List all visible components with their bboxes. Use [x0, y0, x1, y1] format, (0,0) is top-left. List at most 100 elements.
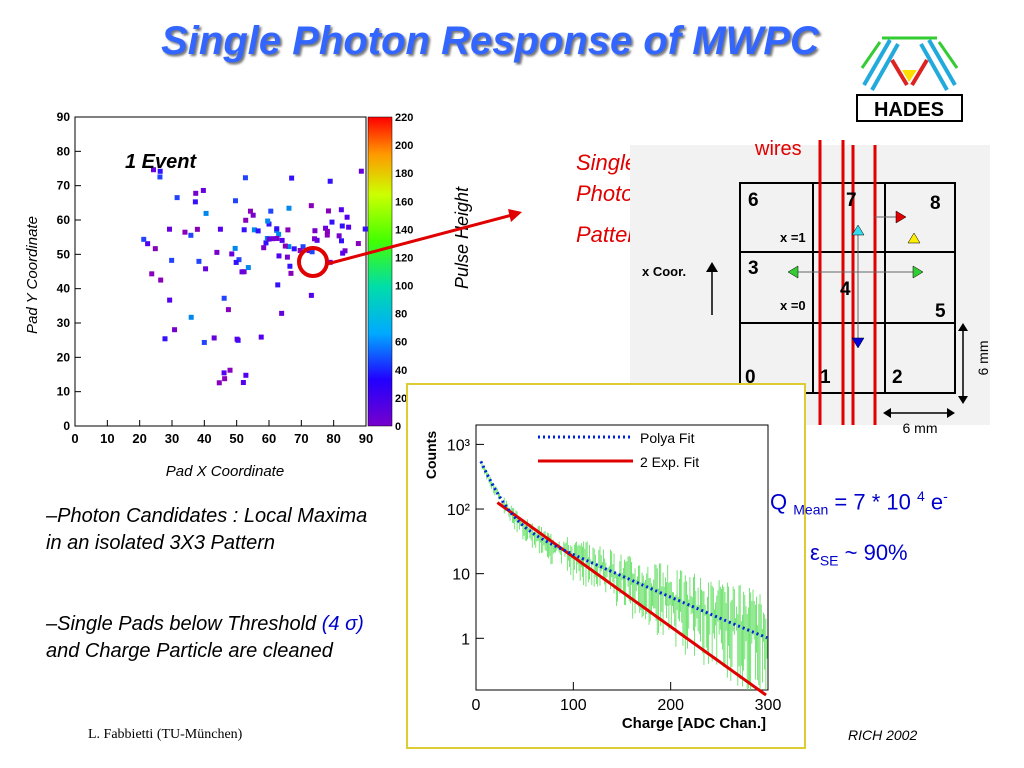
event-pixel — [211, 335, 217, 341]
event-pixel — [234, 336, 240, 342]
x1-label: x =1 — [780, 230, 806, 245]
event-pixel — [279, 237, 285, 243]
event-pixel — [203, 266, 209, 272]
event-pixel — [274, 235, 280, 241]
charge-x-tick: 0 — [472, 697, 481, 714]
pad-diagram: wires 6 7 8 3 4 5 0 1 2 x =1 x =0 x Coor… — [630, 135, 1024, 440]
event-pixel — [263, 240, 269, 246]
event-pixel — [279, 310, 285, 316]
charge-x-tick: 200 — [657, 697, 684, 714]
wires-label: wires — [754, 138, 802, 160]
event-pixel — [323, 225, 329, 231]
event-pixel — [222, 376, 228, 382]
event-y-tick: 0 — [63, 419, 70, 433]
event-pixel — [275, 282, 281, 288]
event-pixel — [261, 245, 267, 251]
event-pixel — [188, 232, 194, 238]
event-x-tick: 60 — [262, 431, 276, 446]
event-pixel — [286, 244, 292, 250]
event-y-tick: 70 — [57, 179, 71, 193]
event-y-label: Pad Y Coordinate — [25, 216, 41, 334]
event-pixel — [286, 205, 292, 211]
event-map-frame — [74, 116, 367, 427]
event-pixel — [242, 175, 248, 181]
event-pixel — [329, 219, 335, 225]
x0-label: x =0 — [780, 298, 806, 313]
pad-7: 7 — [846, 190, 857, 211]
event-pixel — [247, 208, 253, 214]
hades-logo: HADES — [852, 30, 967, 125]
event-pixel — [325, 208, 331, 214]
event-x-tick: 10 — [100, 431, 114, 446]
event-pixels — [141, 167, 368, 386]
pad-2: 2 — [892, 367, 903, 388]
event-pixel — [276, 253, 282, 259]
event-pixel — [268, 208, 274, 214]
event-pixel — [174, 195, 180, 201]
event-pixel — [362, 226, 368, 232]
event-pixel — [255, 228, 261, 234]
hades-logo-text: HADES — [874, 99, 944, 121]
hades-logo-icon: HADES — [856, 36, 963, 122]
event-pixel — [340, 250, 346, 256]
pulse-height-label: Pulse Height — [448, 168, 478, 308]
event-pixel — [166, 226, 172, 232]
pad-3: 3 — [748, 258, 759, 279]
colorbar-tick: 80 — [395, 309, 407, 321]
event-pixel — [232, 245, 238, 251]
event-pixel — [232, 198, 238, 204]
event-pixel — [216, 380, 222, 386]
pad-5: 5 — [935, 301, 946, 322]
event-pixel — [229, 251, 235, 257]
efficiency: εSE ~ 90% — [810, 540, 908, 569]
event-pixel — [169, 257, 175, 263]
event-pixel — [193, 190, 199, 196]
bullet-2: –Single Pads below Threshold (4 σ) and C… — [46, 613, 364, 662]
event-pixel — [312, 236, 318, 242]
event-pixel — [227, 367, 233, 373]
dim-vertical: 6 mm — [975, 341, 991, 376]
event-pixel — [308, 292, 314, 298]
slide-title: Single Photon Response of MWPC — [161, 19, 819, 63]
event-pixel — [239, 269, 245, 275]
event-y-tick: 20 — [57, 350, 71, 364]
event-x-tick: 30 — [165, 431, 179, 446]
event-pixel — [344, 214, 350, 220]
event-pixel — [355, 241, 361, 247]
event-pixel — [217, 226, 223, 232]
event-pixel — [282, 243, 288, 249]
event-pixel — [221, 295, 227, 301]
charge-x-tick: 100 — [560, 697, 587, 714]
event-x-tick: 90 — [359, 431, 373, 446]
event-pixel — [339, 223, 345, 229]
event-pixel — [221, 370, 227, 376]
event-y-tick: 10 — [57, 385, 71, 399]
event-pixel — [188, 314, 194, 320]
event-pixel — [141, 236, 147, 242]
event-pixel — [200, 187, 206, 193]
event-pixel — [157, 174, 163, 180]
event-pixel — [233, 259, 239, 265]
event-pixel — [158, 277, 164, 283]
event-x-tick: 0 — [71, 431, 78, 446]
charge-y-tick: 1 — [461, 631, 470, 648]
event-pixel — [150, 167, 156, 173]
event-pixel — [266, 236, 272, 242]
event-pixel — [358, 168, 364, 174]
colorbar-tick: 200 — [395, 140, 413, 152]
event-pixel — [346, 224, 352, 230]
colorbar-tick: 100 — [395, 281, 413, 293]
event-pixel — [194, 226, 200, 232]
colorbar-tick: 180 — [395, 168, 413, 180]
event-y-tick: 60 — [57, 213, 71, 227]
charge-y-tick: 10² — [447, 502, 471, 519]
event-pixel — [250, 212, 256, 218]
event-pixel — [297, 247, 303, 253]
colorbar — [367, 116, 393, 427]
event-pixel — [284, 254, 290, 260]
event-pixel — [291, 246, 297, 252]
event-pixel — [196, 258, 202, 264]
event-y-tick: 50 — [57, 247, 71, 261]
event-pixel — [157, 168, 163, 174]
